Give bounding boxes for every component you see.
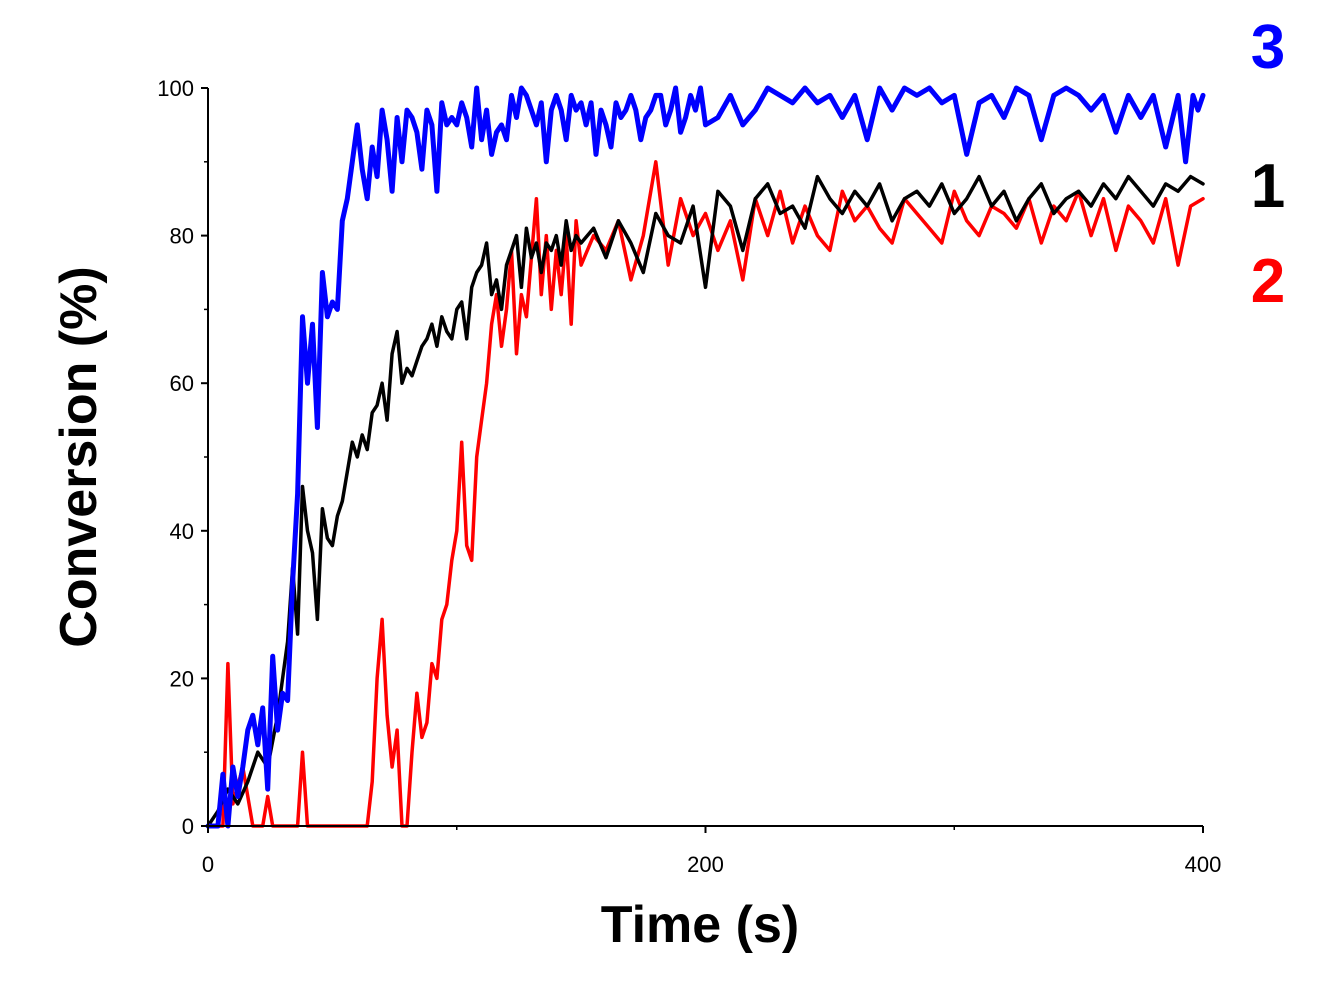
series-label-3: 3 xyxy=(1251,13,1285,82)
x-axis-title: Time (s) xyxy=(601,896,799,954)
ticks: 0 20 40 60 80 100 0 200 400 xyxy=(157,76,1221,877)
series-line-3 xyxy=(205,85,1206,829)
series-label-1: 1 xyxy=(1251,152,1285,221)
y-tick-label: 0 xyxy=(182,814,194,839)
y-axis-title: Conversion (%) xyxy=(50,266,108,647)
y-tick-label: 40 xyxy=(170,519,194,544)
y-tick-label: 100 xyxy=(157,76,194,101)
series-layer xyxy=(205,85,1206,829)
x-tick-label: 200 xyxy=(687,852,724,877)
series-label-2: 2 xyxy=(1251,247,1285,316)
y-tick-label: 60 xyxy=(170,371,194,396)
series-labels: 3 1 2 xyxy=(1251,13,1285,316)
series-line-2 xyxy=(206,160,1205,828)
x-tick-label: 400 xyxy=(1185,852,1222,877)
x-tick-label: 0 xyxy=(202,852,214,877)
y-tick-label: 80 xyxy=(170,224,194,249)
series-line-1 xyxy=(206,174,1205,828)
y-tick-label: 20 xyxy=(170,666,194,691)
